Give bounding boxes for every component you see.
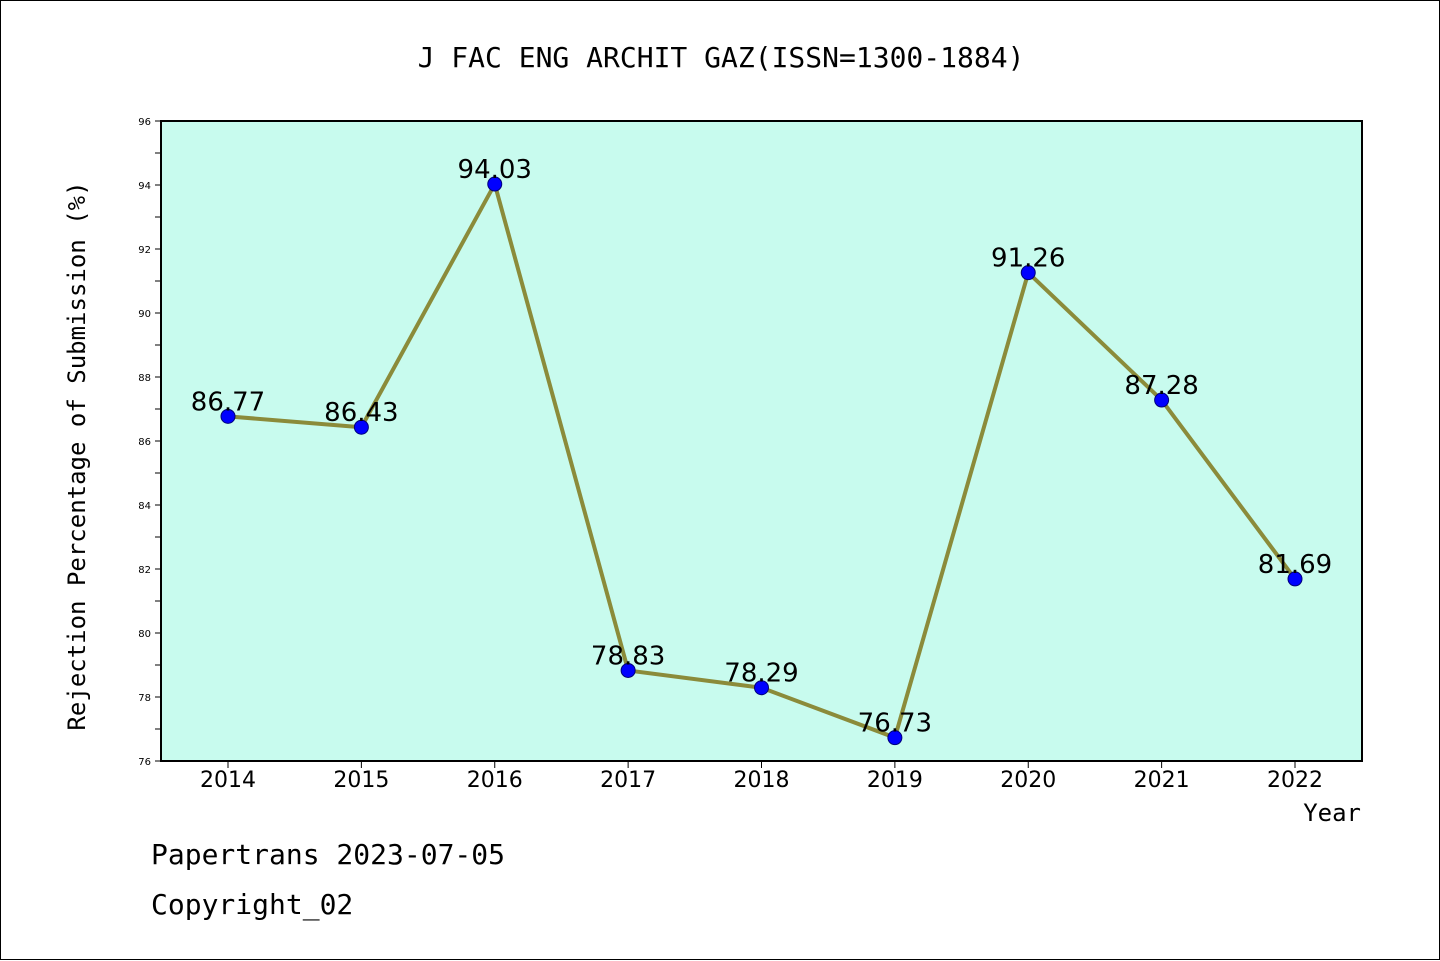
- data-point: [1020, 265, 1036, 281]
- y-tick-label: 82: [138, 565, 151, 576]
- y-tick-label: 86: [138, 437, 151, 448]
- data-point: [220, 408, 236, 424]
- y-tick-label: 78: [138, 693, 151, 704]
- x-tick-label: 2019: [867, 768, 923, 793]
- x-tick-label: 2022: [1267, 768, 1323, 793]
- data-point: [1287, 571, 1303, 587]
- data-point: [754, 680, 769, 696]
- plot-area: [161, 121, 1362, 761]
- data-label: 86.43: [324, 398, 398, 428]
- x-tick-label: 2016: [467, 768, 523, 793]
- footer-copyright: Copyright_02: [151, 888, 353, 922]
- data-label: 91.26: [991, 244, 1065, 274]
- x-axis-label: Year: [1303, 799, 1361, 827]
- x-tick-label: 2015: [333, 768, 389, 793]
- data-point: [487, 176, 503, 192]
- y-axis-label: Rejection Percentage of Submission (%): [63, 181, 91, 730]
- chart-title: J FAC ENG ARCHIT GAZ(ISSN=1300-1884): [418, 41, 1025, 74]
- data-point: [353, 419, 369, 435]
- footer-date: Papertrans 2023-07-05: [151, 838, 505, 871]
- y-tick-label: 76: [138, 757, 151, 768]
- y-tick-label: 90: [138, 309, 151, 320]
- data-label: 86.77: [191, 387, 265, 417]
- x-tick-label: 2020: [1000, 768, 1056, 793]
- y-tick-label: 84: [138, 501, 151, 512]
- data-label: 76.73: [858, 709, 932, 739]
- y-tick-label: 96: [138, 117, 151, 128]
- data-point: [1154, 392, 1170, 408]
- marks-layer: 86.77 86.43 94.03 78.83 78.29 76.73 91.26 87.28…: [191, 155, 1332, 746]
- y-tick-label: 92: [138, 245, 151, 256]
- data-label: 78.83: [591, 641, 665, 671]
- x-tick-label: 2018: [734, 768, 790, 793]
- x-tick-label: 2017: [600, 768, 656, 793]
- y-tick-label: 80: [138, 629, 151, 640]
- data-label: 78.29: [724, 659, 798, 689]
- data-label: 87.28: [1124, 371, 1198, 401]
- x-tick-label: 2021: [1134, 768, 1190, 793]
- data-point: [887, 730, 903, 746]
- axis-layer: 76 78 80 82 84 86 88 90 92 94 96 2014 2015 2016 2017 20…: [138, 117, 1323, 793]
- data-label: 94.03: [458, 155, 532, 185]
- data-label: 81.69: [1258, 550, 1332, 580]
- y-tick-label: 88: [138, 373, 151, 384]
- data-point: [620, 662, 636, 678]
- y-tick-label: 94: [138, 181, 151, 192]
- x-tick-label: 2014: [200, 768, 256, 793]
